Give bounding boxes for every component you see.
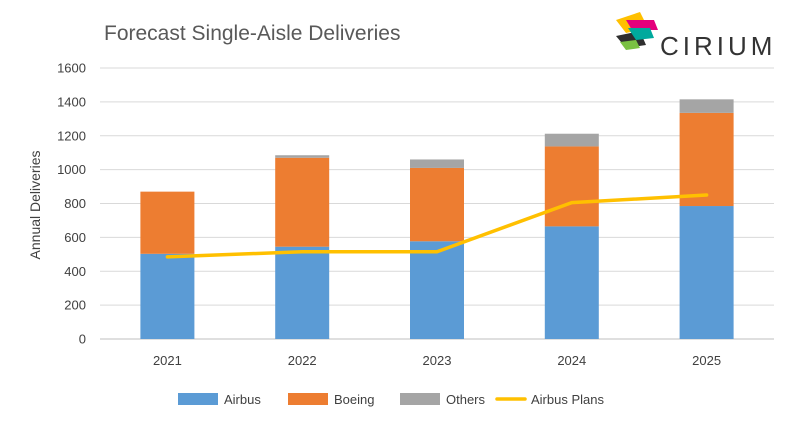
brand-name: CIRIUM bbox=[660, 31, 776, 61]
bar-boeing-2021 bbox=[140, 191, 195, 254]
y-tick-label: 0 bbox=[79, 332, 86, 347]
y-tick-label: 400 bbox=[64, 264, 86, 279]
legend: Airbus Boeing Others Airbus Plans bbox=[178, 392, 604, 407]
x-tick-label: 2021 bbox=[153, 353, 182, 368]
legend-swatch-airbus bbox=[178, 393, 218, 405]
bar-airbus-2024 bbox=[544, 226, 599, 339]
x-tick-label: 2025 bbox=[692, 353, 721, 368]
legend-swatch-boeing bbox=[288, 393, 328, 405]
bar-boeing-2024 bbox=[544, 146, 599, 227]
x-tick-label: 2022 bbox=[288, 353, 317, 368]
y-tick-labels: 0 200 400 600 800 1000 1200 1400 1600 bbox=[57, 61, 86, 347]
x-tick-label: 2023 bbox=[423, 353, 452, 368]
legend-swatch-others bbox=[400, 393, 440, 405]
bar-airbus-2023 bbox=[410, 241, 464, 339]
bar-boeing-2025 bbox=[679, 112, 734, 207]
series-line-airbus-plans bbox=[165, 193, 709, 259]
y-tick-label: 1000 bbox=[57, 162, 86, 177]
bar-airbus-2021 bbox=[140, 253, 195, 339]
bar-others-2024 bbox=[544, 133, 599, 147]
cirium-logo-icon bbox=[616, 12, 658, 50]
brand-logo: CIRIUM bbox=[616, 12, 776, 61]
y-axis-label: Annual Deliveries bbox=[27, 151, 43, 260]
chart-title: Forecast Single-Aisle Deliveries bbox=[104, 22, 400, 45]
bar-others-2022 bbox=[275, 155, 330, 158]
bars bbox=[140, 99, 734, 339]
y-tick-label: 1600 bbox=[57, 61, 86, 76]
y-tick-label: 800 bbox=[64, 196, 86, 211]
bar-boeing-2022 bbox=[275, 157, 330, 247]
bar-boeing-2023 bbox=[410, 167, 464, 242]
bar-airbus-2022 bbox=[275, 246, 330, 339]
bar-others-2025 bbox=[679, 99, 734, 113]
airbus-plans-line bbox=[165, 193, 709, 259]
legend-label-airbus: Airbus bbox=[224, 392, 261, 407]
bar-airbus-2025 bbox=[679, 206, 734, 339]
x-tick-labels: 2021 2022 2023 2024 2025 bbox=[153, 353, 721, 368]
legend-label-boeing: Boeing bbox=[334, 392, 374, 407]
y-tick-label: 1400 bbox=[57, 94, 86, 109]
x-tick-label: 2024 bbox=[557, 353, 586, 368]
y-tick-label: 600 bbox=[64, 230, 86, 245]
legend-label-airbus-plans: Airbus Plans bbox=[531, 392, 604, 407]
y-tick-label: 1200 bbox=[57, 128, 86, 143]
legend-label-others: Others bbox=[446, 392, 486, 407]
bar-others-2023 bbox=[410, 159, 464, 168]
y-tick-label: 200 bbox=[64, 298, 86, 313]
